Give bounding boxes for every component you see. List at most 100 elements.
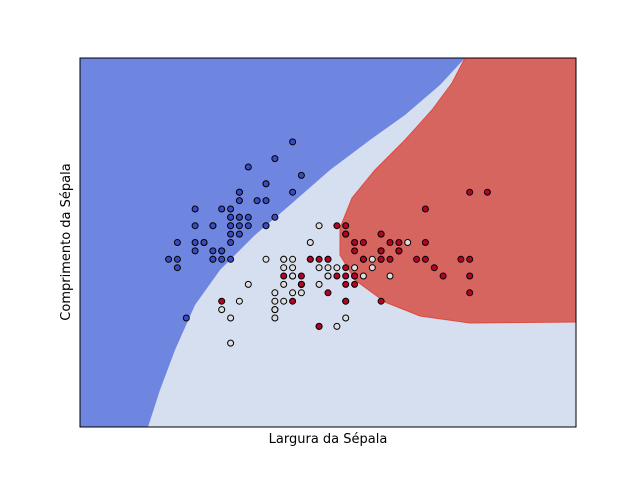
data-point-class-1 — [280, 255, 288, 263]
data-point-class-2 — [306, 255, 314, 263]
data-point-class-0 — [289, 188, 297, 196]
data-point-class-2 — [483, 188, 491, 196]
data-point-class-2 — [324, 255, 332, 263]
data-point-class-0 — [271, 213, 279, 221]
data-point-class-2 — [395, 239, 403, 246]
data-point-class-2 — [359, 239, 367, 246]
y-axis-label: Comprimento da Sépala — [59, 163, 74, 320]
data-point-class-2 — [395, 247, 403, 255]
data-point-class-2 — [421, 239, 429, 246]
data-point-class-0 — [182, 314, 190, 322]
data-point-class-0 — [227, 205, 235, 213]
data-point-class-2 — [333, 222, 341, 230]
data-point-class-0 — [235, 222, 243, 230]
data-point-class-2 — [430, 264, 438, 272]
data-point-class-1 — [359, 272, 367, 280]
data-point-class-1 — [315, 264, 323, 272]
data-point-class-2 — [457, 255, 465, 263]
data-point-class-0 — [218, 205, 226, 213]
scatter-points — [165, 138, 491, 347]
data-point-class-1 — [368, 264, 376, 272]
data-point-class-1 — [280, 264, 288, 272]
data-point-class-2 — [297, 280, 305, 288]
data-point-class-2 — [342, 230, 350, 238]
data-point-class-2 — [289, 297, 297, 305]
data-point-class-0 — [191, 247, 199, 255]
data-point-class-1 — [235, 297, 243, 305]
data-point-class-0 — [235, 188, 243, 196]
decision-regions — [80, 58, 576, 427]
data-point-class-1 — [227, 314, 235, 322]
data-point-class-1 — [324, 264, 332, 272]
data-point-class-0 — [200, 239, 208, 246]
data-point-class-0 — [262, 197, 270, 205]
data-point-class-1 — [244, 280, 252, 288]
data-point-class-0 — [235, 197, 243, 205]
data-point-class-2 — [342, 222, 350, 230]
data-point-class-1 — [342, 314, 350, 322]
data-point-class-1 — [271, 306, 279, 314]
data-point-class-2 — [333, 272, 341, 280]
data-point-class-2 — [218, 297, 226, 305]
data-point-class-1 — [289, 272, 297, 280]
x-axis-label: Largura da Sépala — [269, 432, 388, 447]
data-point-class-2 — [439, 272, 447, 280]
data-point-class-2 — [351, 247, 359, 255]
data-point-class-2 — [421, 255, 429, 263]
data-point-class-0 — [209, 222, 217, 230]
data-point-class-1 — [289, 289, 297, 297]
data-point-class-2 — [342, 272, 350, 280]
data-point-class-1 — [271, 297, 279, 305]
data-point-class-2 — [413, 255, 421, 263]
plot-frame — [79, 57, 577, 428]
data-point-class-2 — [351, 280, 359, 288]
data-point-class-2 — [324, 289, 332, 297]
data-point-class-1 — [280, 280, 288, 288]
data-point-class-0 — [173, 239, 181, 246]
data-point-class-2 — [466, 289, 474, 297]
data-point-class-2 — [342, 264, 350, 272]
data-point-class-0 — [227, 213, 235, 221]
data-point-class-0 — [173, 255, 181, 263]
data-point-class-2 — [466, 255, 474, 263]
data-point-class-1 — [386, 272, 394, 280]
data-point-class-1 — [333, 264, 341, 272]
data-point-class-0 — [227, 230, 235, 238]
data-point-class-1 — [280, 297, 288, 305]
data-point-class-0 — [235, 213, 243, 221]
data-point-class-0 — [227, 255, 235, 263]
data-point-class-1 — [289, 255, 297, 263]
data-point-class-2 — [377, 247, 385, 255]
data-point-class-0 — [191, 222, 199, 230]
data-point-class-0 — [218, 247, 226, 255]
data-point-class-1 — [315, 222, 323, 230]
data-point-class-2 — [377, 230, 385, 238]
data-point-class-2 — [377, 297, 385, 305]
data-point-class-2 — [351, 239, 359, 246]
data-point-class-2 — [359, 255, 367, 263]
data-point-class-0 — [227, 239, 235, 246]
data-point-class-2 — [377, 255, 385, 263]
data-point-class-0 — [244, 163, 252, 171]
data-point-class-2 — [315, 322, 323, 330]
data-point-class-0 — [209, 247, 217, 255]
data-point-class-1 — [218, 306, 226, 314]
data-point-class-0 — [173, 264, 181, 272]
data-point-class-2 — [280, 272, 288, 280]
data-point-class-0 — [191, 239, 199, 246]
data-point-class-0 — [227, 222, 235, 230]
data-point-class-2 — [386, 239, 394, 246]
data-point-class-0 — [297, 171, 305, 179]
data-point-class-0 — [191, 205, 199, 213]
data-point-class-1 — [368, 255, 376, 263]
data-point-class-1 — [333, 322, 341, 330]
data-point-class-1 — [351, 264, 359, 272]
data-point-class-0 — [262, 180, 270, 188]
data-point-class-2 — [351, 272, 359, 280]
data-point-class-0 — [262, 222, 270, 230]
data-point-class-1 — [324, 272, 332, 280]
data-point-class-1 — [227, 339, 235, 347]
data-point-class-0 — [244, 222, 252, 230]
data-point-class-0 — [253, 197, 261, 205]
